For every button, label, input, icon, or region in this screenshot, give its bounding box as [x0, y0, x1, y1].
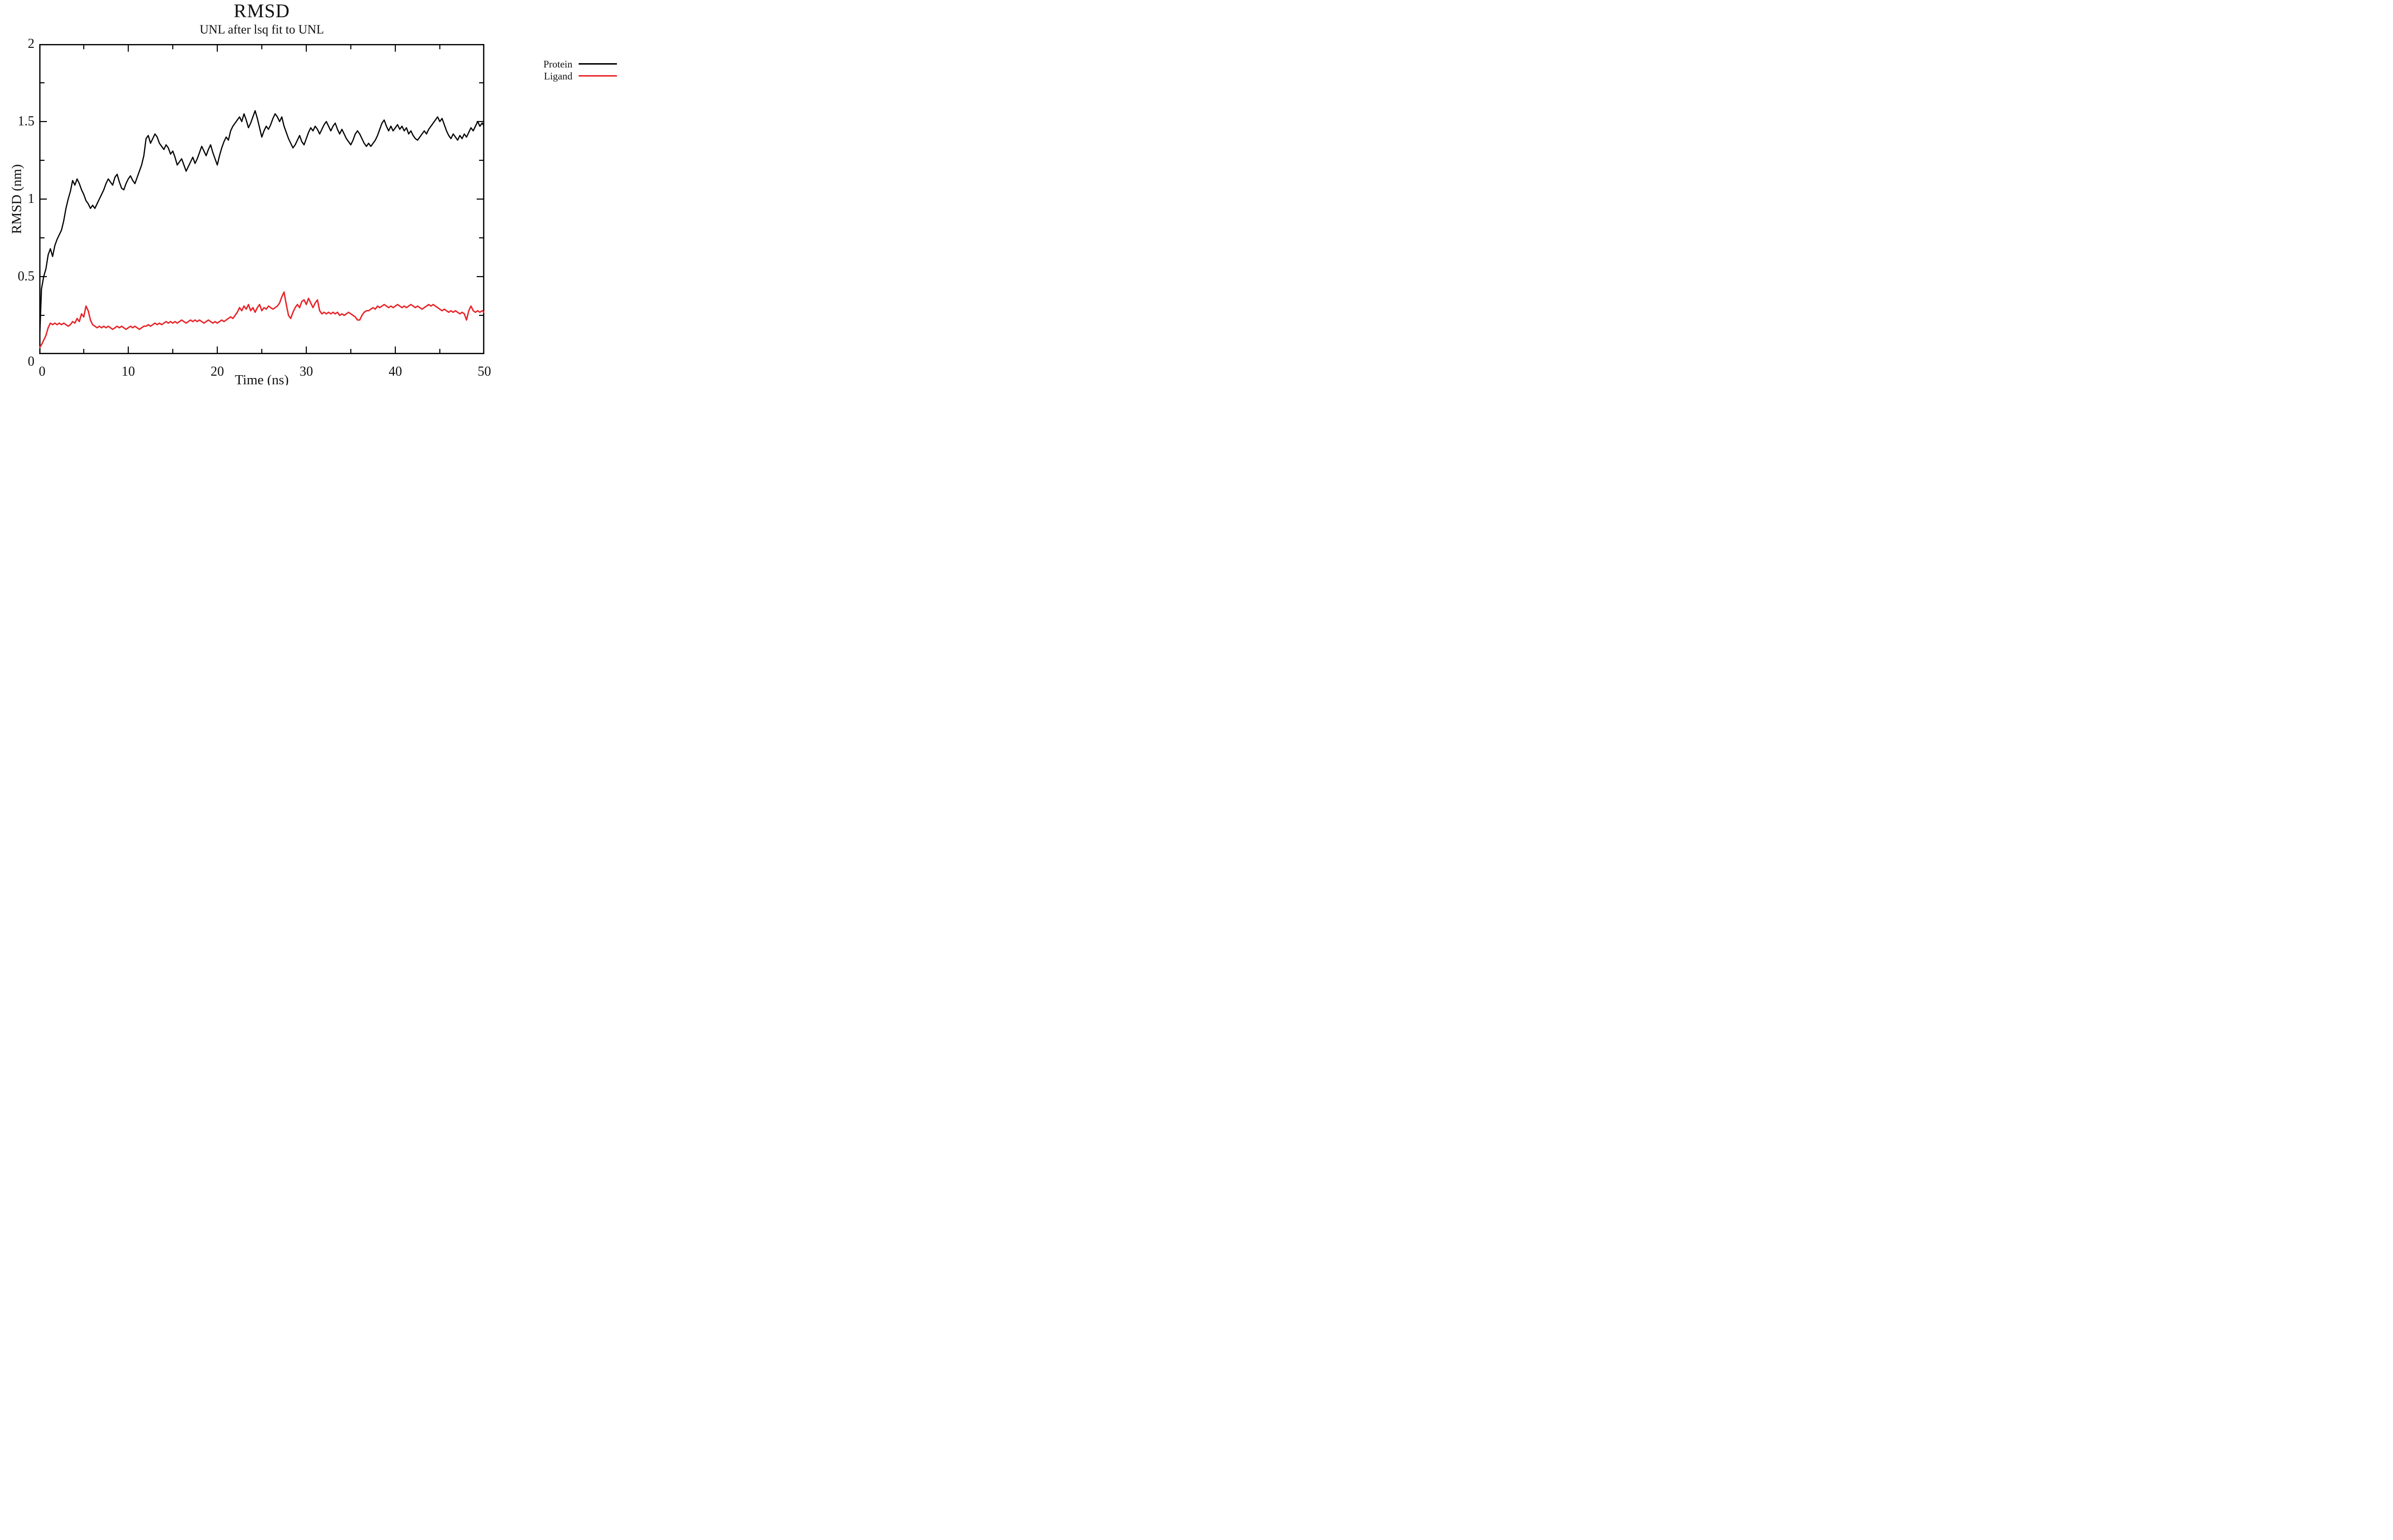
chart-title: RMSD [234, 0, 290, 22]
legend: Protein Ligand [538, 58, 617, 82]
chart-subtitle: UNL after lsq fit to UNL [200, 22, 324, 36]
plot-frame [39, 44, 484, 354]
x-tick-label: 30 [300, 364, 313, 379]
title-block: RMSD UNL after lsq fit to UNL [39, 0, 484, 36]
x-axis-title: Time (ns) [235, 372, 289, 385]
y-axis-title: RMSD (nm) [9, 164, 24, 234]
y-tick-label: 1 [28, 191, 34, 206]
y-tick-label: 0 [28, 354, 34, 369]
y-tick-label: 0.5 [18, 269, 34, 284]
plot-area [39, 44, 484, 354]
legend-line-swatch [579, 75, 617, 77]
legend-row-ligand: Ligand [538, 70, 617, 82]
rmsd-chart-page: RMSD UNL after lsq fit to UNL 0 0.5 1 1.5 2 … [0, 0, 628, 385]
ligand-series-line [39, 291, 484, 349]
y-tick-label: 1.5 [18, 114, 34, 129]
legend-row-protein: Protein [538, 58, 617, 70]
y-tick-label: 2 [28, 36, 34, 51]
x-tick-label: 40 [389, 364, 402, 379]
legend-label: Protein [543, 58, 572, 70]
x-tick-label: 20 [211, 364, 224, 379]
x-tick-label: 50 [478, 364, 491, 379]
legend-line-swatch [579, 63, 617, 65]
x-tick-label: 0 [39, 364, 45, 379]
legend-label: Ligand [544, 70, 572, 82]
protein-series-line [39, 110, 484, 350]
x-tick-label: 10 [122, 364, 135, 379]
